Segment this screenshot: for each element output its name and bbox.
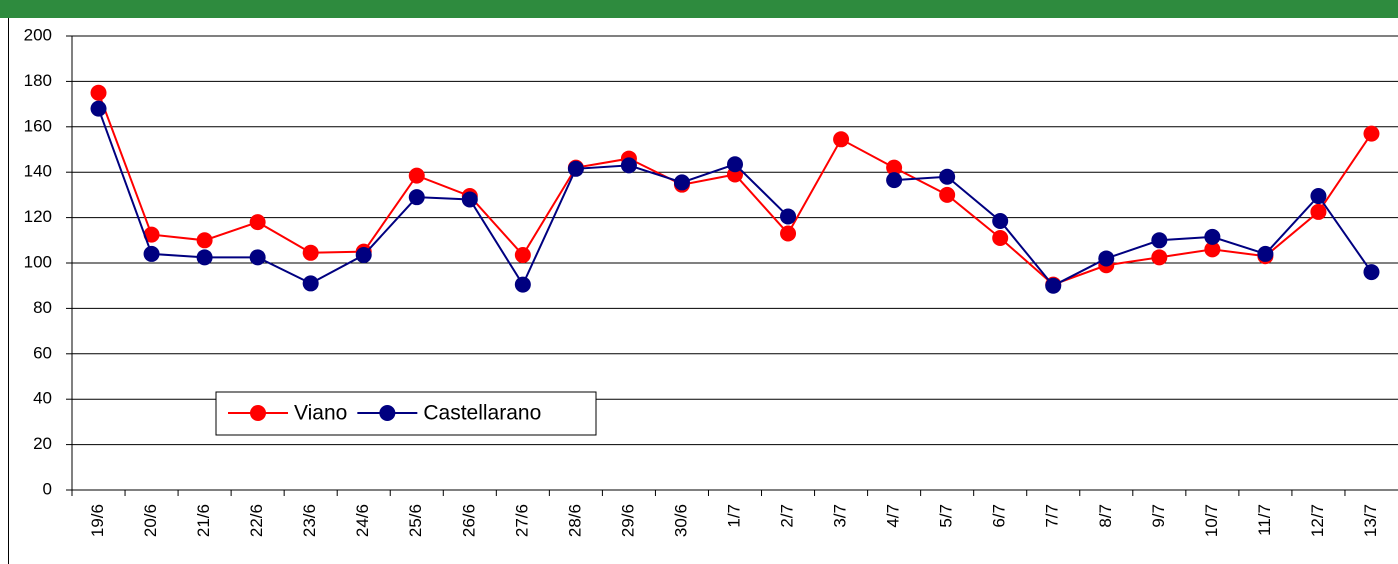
header-band xyxy=(0,0,1398,18)
point xyxy=(939,168,956,185)
x-tick-label: 8/7 xyxy=(1096,504,1115,528)
x-tick-label: 25/6 xyxy=(406,504,425,537)
point xyxy=(249,249,266,266)
point xyxy=(143,245,160,262)
y-tick-label: 140 xyxy=(24,162,52,181)
point xyxy=(673,174,690,191)
legend-marker xyxy=(250,405,266,421)
x-tick-label: 19/6 xyxy=(88,504,107,537)
y-tick-label: 40 xyxy=(33,389,52,408)
x-tick-label: 27/6 xyxy=(512,504,531,537)
x-tick-label: 2/7 xyxy=(778,504,797,528)
point xyxy=(727,156,743,173)
x-tick-label: 11/7 xyxy=(1255,504,1274,536)
x-tick-label: 3/7 xyxy=(831,504,850,528)
y-tick-label: 60 xyxy=(33,343,52,362)
y-tick-label: 0 xyxy=(43,479,52,498)
point xyxy=(1151,232,1168,249)
series-line xyxy=(97,108,1373,287)
point xyxy=(1045,277,1062,294)
point xyxy=(1204,241,1221,258)
point xyxy=(1363,264,1380,281)
point xyxy=(567,160,584,177)
x-tick-label: 7/7 xyxy=(1043,504,1062,528)
point xyxy=(1310,188,1327,205)
series-line xyxy=(97,92,1373,286)
y-tick-label: 160 xyxy=(24,116,52,135)
y-tick-label: 100 xyxy=(24,252,52,271)
x-tick-label: 28/6 xyxy=(565,504,584,537)
point xyxy=(1310,203,1327,220)
x-tick-label: 29/6 xyxy=(618,504,637,537)
point xyxy=(886,159,903,176)
point xyxy=(514,247,531,264)
point xyxy=(992,213,1009,230)
x-tick-label: 24/6 xyxy=(353,504,372,537)
x-tick-label: 9/7 xyxy=(1149,504,1168,528)
y-tick-label: 120 xyxy=(24,207,52,226)
point xyxy=(992,230,1009,247)
x-tick-label: 23/6 xyxy=(300,504,319,537)
y-tick-label: 200 xyxy=(24,25,52,44)
point xyxy=(355,247,372,264)
y-tick-label: 180 xyxy=(24,71,52,90)
y-tick-label: 80 xyxy=(33,298,52,317)
point xyxy=(302,244,319,261)
point xyxy=(780,225,797,242)
point xyxy=(196,232,213,249)
x-tick-label: 1/7 xyxy=(724,504,743,528)
x-tick-label: 13/7 xyxy=(1361,504,1380,537)
legend-label: Viano xyxy=(294,402,347,425)
x-tick-label: 21/6 xyxy=(194,504,213,537)
point xyxy=(620,157,637,174)
point xyxy=(249,214,266,231)
x-tick-label: 4/7 xyxy=(884,504,903,528)
x-tick-label: 5/7 xyxy=(937,504,956,528)
point xyxy=(90,100,107,117)
point xyxy=(302,275,319,292)
point xyxy=(833,131,850,148)
point xyxy=(1204,228,1221,245)
legend-marker xyxy=(379,405,396,421)
x-tick-label: 22/6 xyxy=(247,504,266,537)
point xyxy=(886,172,903,189)
point xyxy=(196,249,213,266)
point xyxy=(1098,250,1115,267)
x-tick-label: 6/7 xyxy=(990,504,1009,528)
point xyxy=(780,208,797,225)
point xyxy=(461,191,478,208)
legend-label: Castellarano xyxy=(423,402,541,425)
point xyxy=(408,189,425,206)
x-tick-label: 10/7 xyxy=(1202,504,1221,537)
point xyxy=(514,276,531,293)
x-tick-label: 26/6 xyxy=(459,504,478,537)
x-tick-label: 20/6 xyxy=(141,504,160,537)
point xyxy=(939,186,956,203)
point xyxy=(1363,125,1380,142)
point xyxy=(1257,245,1274,262)
x-tick-label: 12/7 xyxy=(1308,504,1327,537)
point xyxy=(1151,249,1168,266)
point xyxy=(90,84,107,101)
point xyxy=(143,226,160,243)
y-tick-label: 20 xyxy=(33,434,52,453)
x-tick-label: 30/6 xyxy=(671,504,690,537)
point xyxy=(408,167,425,184)
